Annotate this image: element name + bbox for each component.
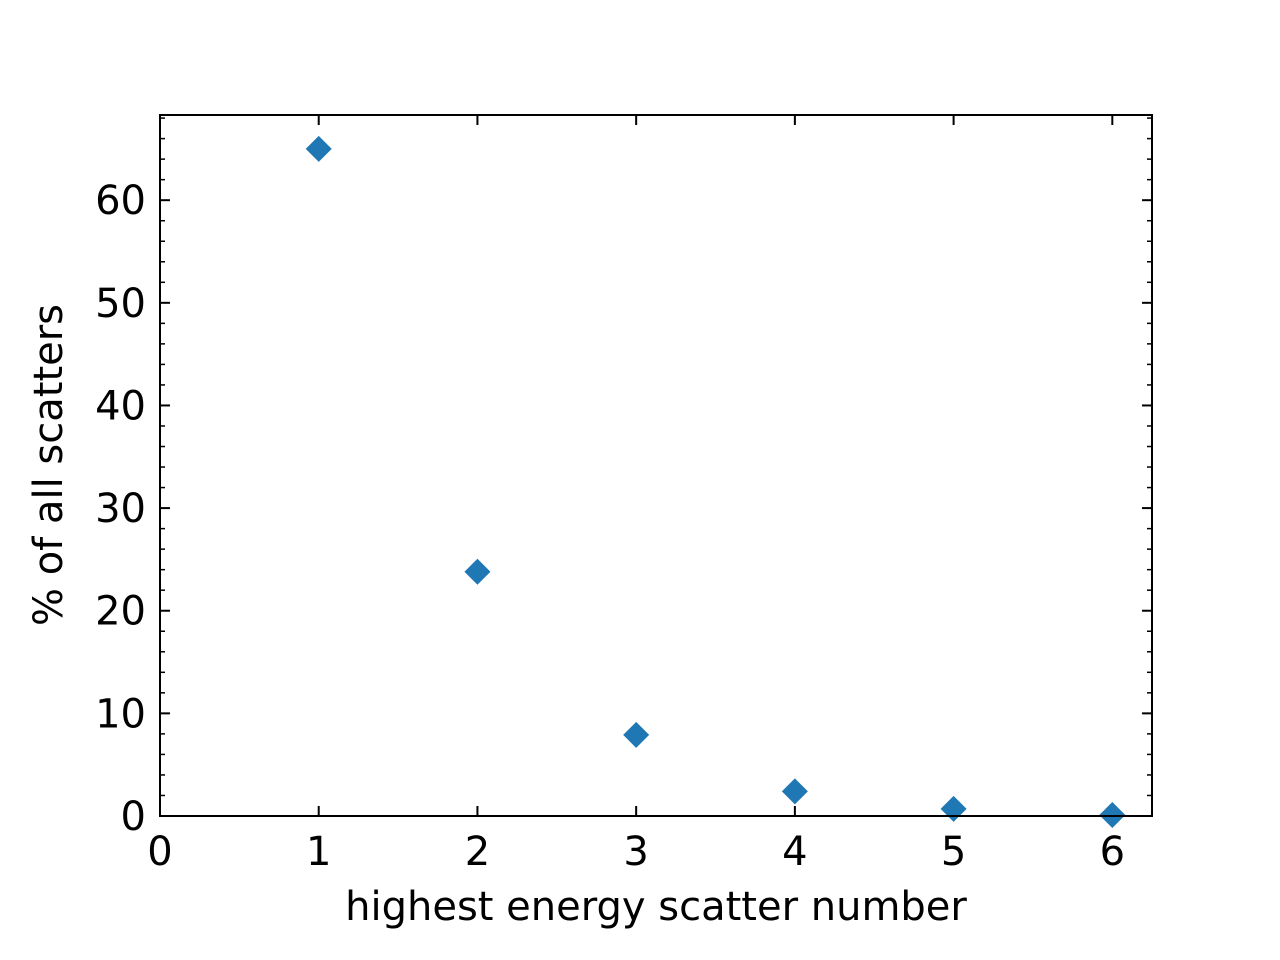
x-tick-label: 5 bbox=[941, 829, 966, 875]
data-point bbox=[781, 778, 808, 805]
y-tick-label: 30 bbox=[95, 486, 146, 532]
data-point bbox=[305, 135, 332, 162]
y-tick-label: 10 bbox=[95, 691, 146, 737]
y-tick-label: 50 bbox=[95, 281, 146, 327]
x-axis-label: highest energy scatter number bbox=[345, 884, 967, 930]
minor-ticks bbox=[160, 117, 1152, 797]
data-markers bbox=[305, 135, 1126, 828]
y-tick-label: 60 bbox=[95, 178, 146, 224]
major-ticks bbox=[159, 115, 1152, 817]
plot-frame bbox=[159, 114, 1153, 817]
data-point bbox=[464, 558, 491, 585]
data-point bbox=[940, 795, 967, 822]
x-tick-label: 3 bbox=[623, 829, 648, 875]
x-tick-label: 4 bbox=[782, 829, 807, 875]
y-tick-label: 20 bbox=[95, 589, 146, 635]
data-point bbox=[623, 721, 650, 748]
data-point bbox=[1099, 801, 1126, 828]
x-tick-label: 6 bbox=[1100, 829, 1125, 875]
y-tick-label: 0 bbox=[121, 794, 146, 840]
x-tick-label: 2 bbox=[465, 829, 490, 875]
x-tick-label: 0 bbox=[147, 829, 172, 875]
x-tick-label: 1 bbox=[306, 829, 331, 875]
y-tick-label: 40 bbox=[95, 383, 146, 429]
y-axis-label: % of all scatters bbox=[26, 304, 72, 626]
